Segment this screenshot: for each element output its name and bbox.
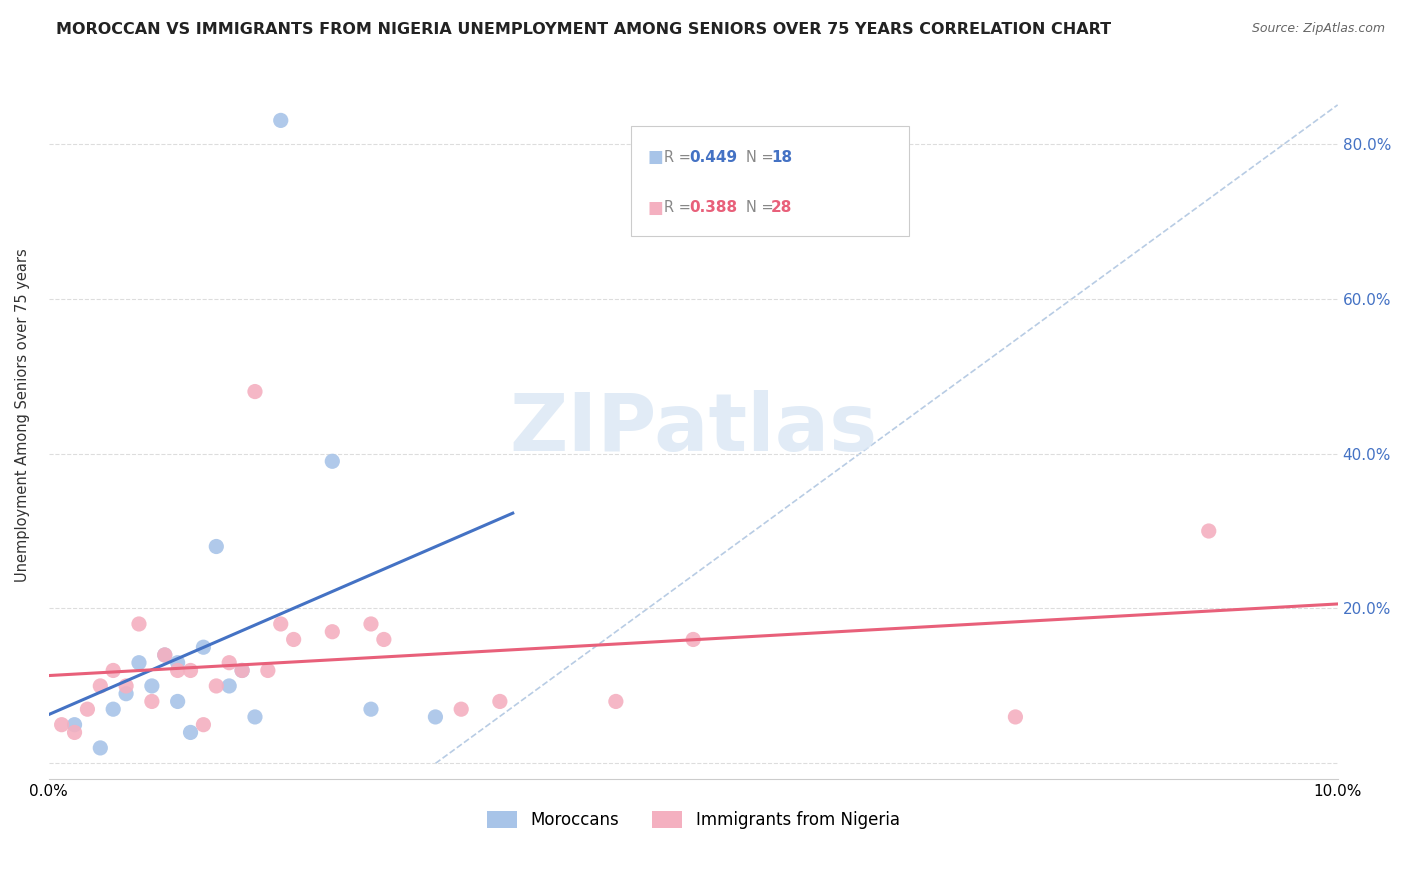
Text: N =: N = xyxy=(745,200,778,215)
Text: 0.449: 0.449 xyxy=(690,150,738,165)
Point xyxy=(360,617,382,632)
Text: ZIPatlas: ZIPatlas xyxy=(509,391,877,468)
Point xyxy=(231,664,253,678)
Point xyxy=(180,725,202,739)
Point xyxy=(166,656,188,670)
Point xyxy=(450,702,472,716)
Point xyxy=(89,740,111,755)
Point xyxy=(103,664,125,678)
Point xyxy=(231,664,253,678)
Point xyxy=(193,640,215,655)
Point xyxy=(1004,710,1026,724)
Point xyxy=(218,656,240,670)
Point xyxy=(218,679,240,693)
Y-axis label: Unemployment Among Seniors over 75 years: Unemployment Among Seniors over 75 years xyxy=(15,248,30,582)
Point xyxy=(115,679,138,693)
Point xyxy=(76,702,98,716)
Point xyxy=(166,664,188,678)
Point xyxy=(243,384,266,399)
Point xyxy=(205,540,228,554)
Point xyxy=(128,656,150,670)
Point xyxy=(63,725,86,739)
Text: R =: R = xyxy=(665,150,696,165)
Text: 18: 18 xyxy=(772,150,793,165)
Point xyxy=(321,454,343,468)
Text: N =: N = xyxy=(745,150,778,165)
Text: 28: 28 xyxy=(772,200,793,215)
Point xyxy=(141,679,163,693)
Point xyxy=(115,687,138,701)
Text: ■: ■ xyxy=(648,148,664,167)
Point xyxy=(425,710,447,724)
Point xyxy=(180,664,202,678)
Legend: Moroccans, Immigrants from Nigeria: Moroccans, Immigrants from Nigeria xyxy=(481,805,907,836)
Point xyxy=(63,717,86,731)
Text: ■: ■ xyxy=(648,199,664,217)
Point xyxy=(270,113,292,128)
Point xyxy=(166,694,188,708)
Point xyxy=(153,648,176,662)
Point xyxy=(89,679,111,693)
Point xyxy=(321,624,343,639)
Text: 0.388: 0.388 xyxy=(690,200,738,215)
Point xyxy=(141,694,163,708)
Point xyxy=(128,617,150,632)
Point xyxy=(51,717,73,731)
Point xyxy=(270,617,292,632)
Point xyxy=(257,664,280,678)
Point xyxy=(193,717,215,731)
Point xyxy=(1198,524,1220,538)
Point xyxy=(243,710,266,724)
Point xyxy=(153,648,176,662)
Text: MOROCCAN VS IMMIGRANTS FROM NIGERIA UNEMPLOYMENT AMONG SENIORS OVER 75 YEARS COR: MOROCCAN VS IMMIGRANTS FROM NIGERIA UNEM… xyxy=(56,22,1111,37)
Point xyxy=(205,679,228,693)
Point xyxy=(283,632,305,647)
Point xyxy=(682,632,704,647)
Point xyxy=(360,702,382,716)
Point xyxy=(489,694,512,708)
Point xyxy=(605,694,627,708)
Point xyxy=(373,632,395,647)
Text: R =: R = xyxy=(665,200,696,215)
Point xyxy=(103,702,125,716)
Text: Source: ZipAtlas.com: Source: ZipAtlas.com xyxy=(1251,22,1385,36)
